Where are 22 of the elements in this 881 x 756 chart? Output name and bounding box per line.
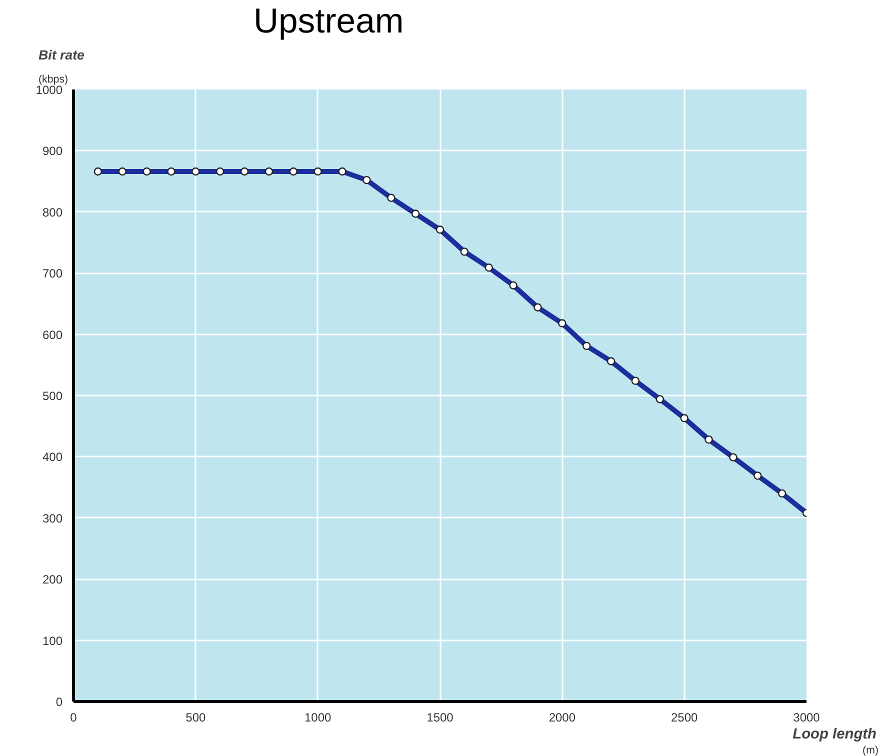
y-tick-label: 400 [42, 450, 63, 464]
y-tick-label: 700 [42, 266, 63, 281]
x-tick-label: 2500 [670, 710, 698, 724]
y-axis-title: Bit rate [38, 48, 86, 62]
x-tick-label: 3000 [793, 710, 820, 724]
y-tick-label: 800 [42, 205, 63, 220]
x-tick-label: 500 [186, 710, 206, 724]
text: (kbps) [38, 74, 68, 86]
y-tick-label: 0 [56, 695, 63, 709]
y-tick-label: 300 [42, 511, 63, 526]
y-tick-label: 600 [42, 328, 63, 342]
x-tick-label: 2000 [548, 710, 576, 724]
y-tick-label: 500 [42, 389, 63, 403]
y-tick-label: 200 [42, 572, 63, 587]
x-axis-title: Loop length [792, 726, 877, 742]
x-tick-label: 1500 [426, 710, 454, 724]
chart-title: Upstream [254, 2, 404, 40]
text: (m) [862, 744, 879, 756]
x-tick-label: 0 [70, 710, 78, 724]
y-tick-label: 100 [42, 634, 63, 648]
x-tick-label: 1000 [304, 710, 332, 724]
y-tick-label: 900 [42, 144, 63, 158]
